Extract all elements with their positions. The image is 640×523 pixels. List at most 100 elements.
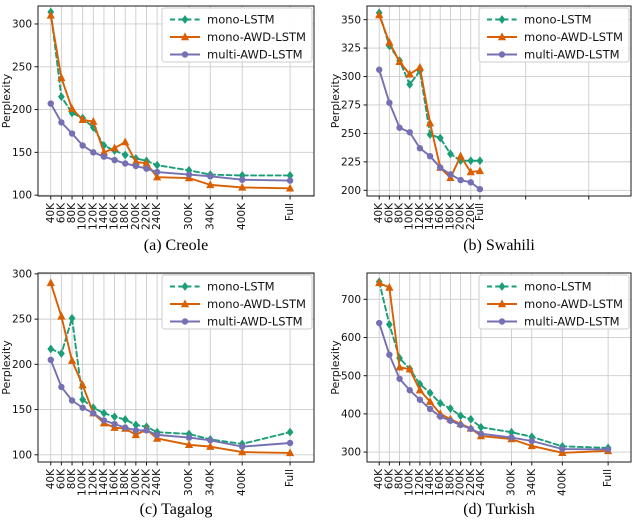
svg-text:200: 200	[12, 104, 32, 116]
svg-text:240K: 240K	[475, 468, 487, 496]
svg-text:140K: 140K	[424, 468, 436, 496]
svg-text:60K: 60K	[55, 202, 67, 223]
svg-text:160K: 160K	[109, 202, 121, 230]
svg-text:100K: 100K	[404, 202, 416, 230]
svg-text:80K: 80K	[394, 468, 406, 489]
svg-text:100K: 100K	[77, 202, 89, 230]
legend-label: mono-AWD-LSTM	[524, 30, 623, 44]
svg-text:400K: 400K	[556, 468, 568, 496]
svg-text:140K: 140K	[98, 202, 110, 230]
svg-text:180K: 180K	[119, 468, 131, 496]
legend-label: multi-AWD-LSTM	[207, 314, 303, 328]
svg-text:80K: 80K	[66, 468, 78, 489]
svg-text:Full: Full	[474, 203, 486, 221]
svg-text:100: 100	[12, 449, 32, 461]
svg-text:300K: 300K	[505, 468, 517, 496]
axis-ticks: 300 400 500 600 700 40K60K80K100K120K140K160K…	[341, 294, 614, 496]
svg-text:500: 500	[341, 370, 361, 382]
svg-text:200K: 200K	[455, 202, 467, 230]
svg-text:220K: 220K	[140, 468, 152, 496]
svg-text:240K: 240K	[151, 468, 163, 496]
svg-text:60K: 60K	[383, 202, 395, 223]
svg-text:180K: 180K	[119, 202, 131, 230]
svg-text:350: 350	[341, 14, 361, 26]
svg-text:225: 225	[341, 156, 361, 168]
series-multi-AWD-LSTM	[376, 66, 484, 193]
svg-text:160K: 160K	[109, 468, 121, 496]
svg-text:150: 150	[12, 404, 32, 416]
subplot-turkish: (d) Turkish 300 400 500 600 700 40K 60K 80K 100K…	[320, 262, 640, 523]
legend-label: mono-AWD-LSTM	[524, 297, 623, 311]
chart-caption-creole: (a) Creole	[144, 237, 208, 254]
series-multi-AWD-LSTM	[47, 100, 294, 184]
svg-text:250: 250	[12, 61, 32, 73]
svg-text:220K: 220K	[465, 468, 477, 496]
series-multi-AWD-LSTM	[376, 319, 612, 453]
legend: mono-LSTM mono-AWD-LSTM multi-AWD-LSTM	[161, 7, 313, 63]
y-axis-title: Perplexity	[329, 340, 342, 395]
svg-text:Full: Full	[284, 469, 296, 487]
svg-text:120K: 120K	[414, 468, 426, 496]
svg-text:250: 250	[341, 128, 361, 140]
svg-text:Full: Full	[284, 203, 296, 221]
svg-text:275: 275	[341, 100, 361, 112]
legend-label: mono-LSTM	[524, 279, 592, 293]
svg-text:100K: 100K	[404, 468, 416, 496]
chart-svg-turkish: (d) Turkish 300 400 500 600 700 40K60K80K100K…	[329, 272, 632, 518]
svg-text:300K: 300K	[183, 202, 195, 230]
chart-caption-tagalog: (c) Tagalog	[140, 501, 213, 518]
axis-ticks: 100 150 200 250 300 40K60K80K100K120K140K160K…	[12, 19, 296, 230]
svg-text:120K: 120K	[87, 202, 99, 230]
svg-text:120K: 120K	[87, 468, 99, 496]
subplot-tagalog: (c) Tagalog 100 150 200 250 300 40K 60K 80K 100K…	[0, 262, 320, 523]
y-axis-title: Perplexity	[0, 340, 13, 395]
svg-text:40K: 40K	[45, 202, 57, 223]
svg-text:80K: 80K	[394, 202, 406, 223]
legend-label: multi-AWD-LSTM	[207, 47, 303, 61]
svg-text:150: 150	[12, 147, 32, 159]
svg-text:140K: 140K	[98, 468, 110, 496]
series-mono-LSTM	[375, 8, 484, 166]
svg-text:200: 200	[341, 185, 361, 197]
axis-ticks: 200 225 250 275 300 325 350 40K60K80K100K120K14…	[341, 14, 590, 230]
chart-svg-swahili: (b) Swahili 200 225 250 275 300 325 350 40K60K8…	[329, 5, 632, 254]
chart-svg-tagalog: (c) Tagalog 100 150 200 250 300 40K60K80K100K…	[0, 269, 315, 518]
svg-text:300K: 300K	[183, 468, 195, 496]
svg-text:100: 100	[12, 190, 32, 202]
svg-text:60K: 60K	[383, 468, 395, 489]
svg-text:200K: 200K	[455, 468, 467, 496]
svg-text:250: 250	[12, 314, 32, 326]
chart-svg-creole: (a) Creole 10015020025030040K60K80K100K1…	[0, 5, 315, 254]
y-axis-title: Perplexity	[0, 73, 13, 128]
legend: mono-LSTM mono-AWD-LSTM multi-AWD-LSTM	[478, 274, 630, 330]
svg-text:60K: 60K	[55, 468, 67, 489]
chart-caption-swahili: (b) Swahili	[463, 237, 535, 254]
legend-label: mono-LSTM	[524, 12, 592, 26]
svg-text:300: 300	[12, 19, 32, 31]
subplot-creole: (a) Creole 100 150 200 250 300 40K 60K 80K 100K 1…	[0, 0, 320, 262]
svg-text:340K: 340K	[204, 202, 216, 230]
legend-label: mono-LSTM	[207, 279, 275, 293]
svg-text:240K: 240K	[151, 202, 163, 230]
svg-text:120K: 120K	[414, 202, 426, 230]
legend-label: mono-AWD-LSTM	[207, 297, 306, 311]
y-axis-title: Perplexity	[329, 73, 342, 128]
series-multi-AWD-LSTM	[47, 356, 294, 450]
svg-text:80K: 80K	[66, 202, 78, 223]
svg-text:200K: 200K	[130, 202, 142, 230]
svg-text:400K: 400K	[236, 202, 248, 230]
svg-text:100K: 100K	[77, 468, 89, 496]
svg-text:140K: 140K	[424, 202, 436, 230]
svg-text:220K: 220K	[140, 202, 152, 230]
legend-label: multi-AWD-LSTM	[524, 47, 620, 61]
svg-text:400K: 400K	[236, 468, 248, 496]
svg-text:200K: 200K	[130, 468, 142, 496]
chart-caption-turkish: (d) Turkish	[463, 501, 535, 518]
svg-text:200: 200	[12, 359, 32, 371]
svg-text:180K: 180K	[444, 468, 456, 496]
subplot-swahili: (b) Swahili 200 225 250 275 300 325 350 40K 60K 8…	[320, 0, 640, 262]
svg-text:300: 300	[341, 447, 361, 459]
legend: mono-LSTM mono-AWD-LSTM multi-AWD-LSTM	[161, 274, 313, 330]
legend-label: mono-AWD-LSTM	[207, 30, 306, 44]
